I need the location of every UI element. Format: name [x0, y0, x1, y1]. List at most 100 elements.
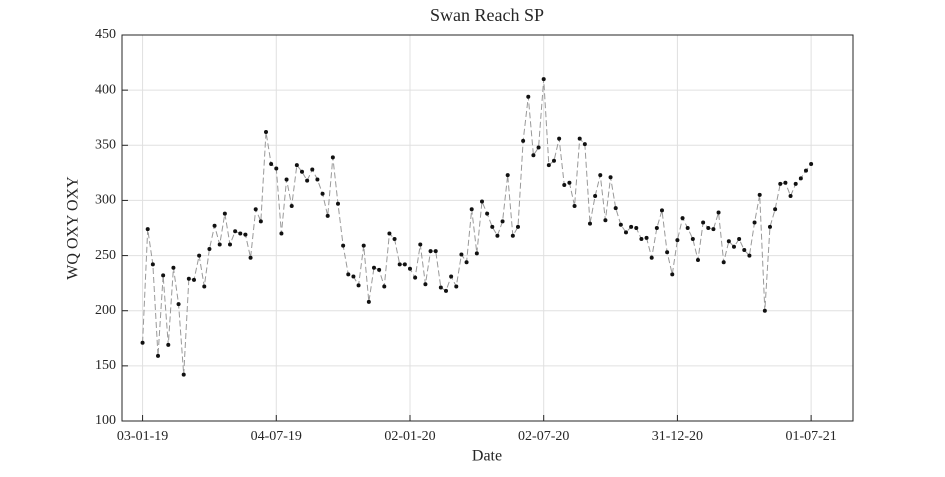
data-point [191, 277, 196, 282]
data-point [685, 226, 690, 230]
data-point [572, 203, 577, 208]
data-point [459, 252, 464, 257]
data-point [598, 173, 603, 178]
data-point [788, 194, 793, 199]
data-point [222, 211, 227, 216]
data-point [582, 142, 587, 147]
data-point [809, 162, 814, 167]
x-tick-label: 04-07-19 [251, 429, 302, 444]
data-point [366, 299, 371, 304]
data-point [716, 210, 721, 215]
data-point [464, 260, 469, 265]
data-point [155, 353, 160, 358]
data-point [731, 244, 736, 249]
x-tick-label: 02-07-20 [518, 429, 569, 444]
data-point [176, 302, 181, 307]
y-tick-label: 250 [95, 248, 116, 263]
plot-frame [121, 34, 854, 422]
data-point [695, 257, 700, 262]
y-tick-label: 200 [95, 303, 116, 318]
data-point [377, 267, 382, 272]
data-point [793, 181, 798, 186]
data-point [742, 248, 747, 253]
data-point [361, 243, 366, 248]
data-point [258, 219, 263, 224]
data-point [315, 177, 320, 182]
data-point [500, 219, 505, 224]
data-point [243, 232, 248, 237]
data-point [197, 253, 202, 258]
data-point [325, 213, 330, 218]
data-point [623, 230, 628, 235]
data-point [541, 77, 546, 82]
data-point [747, 253, 752, 258]
x-axis-label: Date [472, 448, 502, 465]
data-point [675, 238, 680, 243]
data-point [711, 227, 716, 232]
data-point [654, 226, 659, 230]
data-point [649, 255, 654, 260]
data-point [495, 233, 500, 238]
data-point [433, 249, 438, 254]
data-point [217, 242, 222, 247]
data-point [310, 167, 315, 172]
data-point [382, 284, 387, 289]
data-point [762, 308, 767, 313]
data-point [603, 218, 608, 223]
x-tick-label: 03-01-19 [117, 429, 168, 444]
data-point [557, 136, 562, 141]
data-point [531, 153, 536, 158]
y-axis-label: WQ OXY OXY [65, 176, 82, 280]
data-point [284, 177, 289, 182]
data-point [181, 372, 186, 377]
data-point [150, 262, 155, 267]
data-point [490, 224, 495, 229]
data-point [166, 342, 171, 347]
data-point [202, 284, 207, 289]
data-point [351, 274, 356, 279]
data-point [479, 199, 484, 204]
data-point [618, 222, 623, 227]
data-point [680, 216, 685, 221]
data-point [752, 220, 757, 225]
data-point [773, 207, 778, 212]
data-point [521, 138, 526, 143]
data-point [212, 223, 217, 228]
x-tick-label: 31-12-20 [652, 429, 703, 444]
data-point [690, 237, 695, 242]
data-point [171, 265, 176, 270]
data-point [233, 229, 238, 234]
data-point [701, 220, 706, 225]
data-point [546, 163, 551, 168]
data-point [335, 201, 340, 206]
chart-title: Swan Reach SP [430, 5, 544, 25]
data-point [613, 206, 618, 211]
x-tick-label: 02-01-20 [384, 429, 435, 444]
data-point [269, 162, 274, 167]
data-point [706, 226, 711, 230]
data-point [145, 227, 150, 232]
data-point [449, 274, 454, 279]
data-point [721, 260, 726, 265]
data-point [593, 194, 598, 199]
data-point [186, 276, 191, 281]
data-point [551, 158, 556, 163]
data-point [510, 233, 515, 238]
data-point [757, 192, 762, 197]
data-point [263, 130, 268, 135]
data-point [587, 221, 592, 226]
data-point [505, 173, 510, 178]
data-point [346, 272, 351, 277]
data-point [644, 235, 649, 240]
data-point [413, 275, 418, 280]
data-point [783, 180, 788, 185]
data-point [289, 203, 294, 208]
data-point [397, 262, 402, 267]
data-point [767, 224, 772, 229]
data-point [387, 231, 392, 236]
data-point [227, 242, 232, 247]
data-point [634, 226, 639, 230]
data-point [608, 175, 613, 180]
